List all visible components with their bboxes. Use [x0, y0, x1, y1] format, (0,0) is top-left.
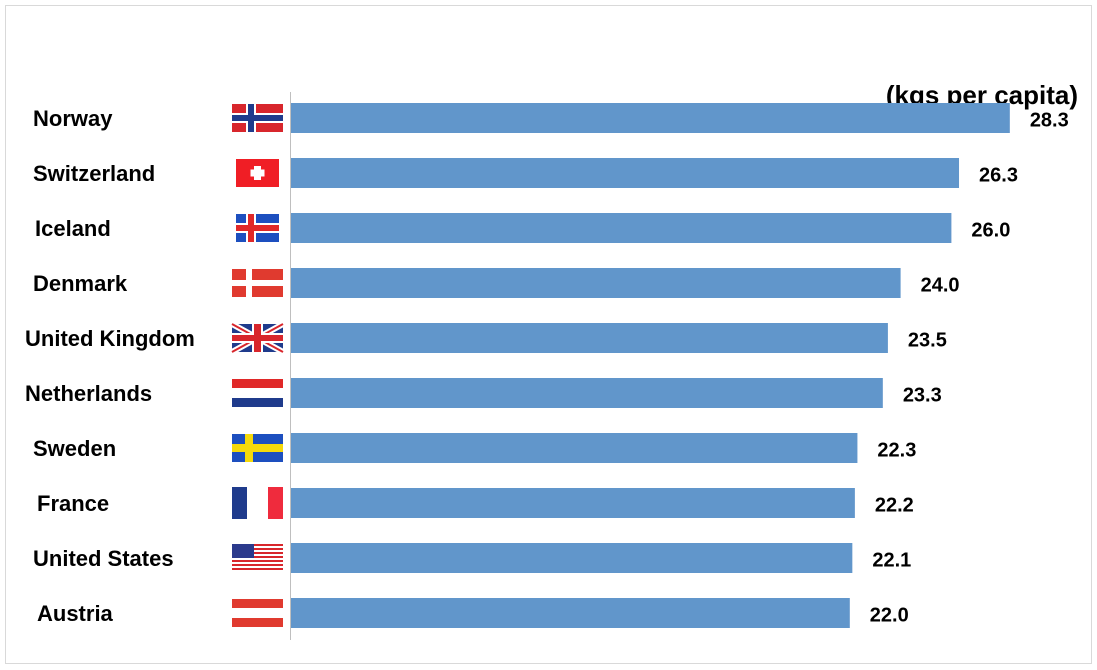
flag-part: [232, 618, 283, 627]
bar: [291, 213, 952, 243]
flag: [232, 544, 283, 570]
bar: [291, 543, 853, 573]
value-label: 22.1: [872, 549, 911, 571]
category-label: Iceland: [35, 216, 111, 241]
flag-part: [232, 115, 283, 121]
flag-part: [268, 487, 283, 519]
flag: [232, 379, 283, 407]
flag-part: [232, 544, 283, 546]
category-label: United Kingdom: [25, 326, 195, 351]
value-label: 26.3: [979, 164, 1018, 186]
bar: [291, 378, 883, 408]
value-label: 23.5: [908, 329, 947, 351]
flag-part: [232, 568, 283, 570]
category-label: Denmark: [33, 271, 128, 296]
value-label: 26.0: [971, 219, 1010, 241]
flag-part: [232, 560, 283, 562]
category-label: Norway: [33, 106, 113, 131]
value-label: 22.3: [877, 439, 916, 461]
flag-part: [232, 599, 283, 608]
flag-part: [232, 552, 283, 554]
flag: [236, 214, 279, 242]
category-label: Switzerland: [33, 161, 155, 186]
category-label: Sweden: [33, 436, 116, 461]
flag-part: [232, 556, 283, 558]
flag-part: [232, 548, 283, 550]
bar: [291, 598, 850, 628]
category-label: France: [37, 491, 109, 516]
flag-part: [232, 544, 254, 558]
flag-part: [250, 169, 265, 177]
flag: [232, 269, 283, 297]
value-label: 22.2: [875, 494, 914, 516]
category-label: Netherlands: [25, 381, 152, 406]
flag: [232, 599, 283, 627]
value-label: 24.0: [921, 274, 960, 296]
category-label: Austria: [37, 601, 114, 626]
flag-part: [232, 564, 283, 566]
flag-part: [232, 487, 247, 519]
value-label: 23.3: [903, 384, 942, 406]
bar: [291, 158, 960, 188]
flag-part: [232, 280, 283, 286]
bar: [291, 323, 888, 353]
bar: [291, 488, 855, 518]
value-label: 28.3: [1030, 109, 1069, 131]
flag-part: [232, 444, 283, 452]
flag: [232, 434, 283, 462]
flag-part: [236, 225, 279, 231]
flag: [230, 321, 285, 355]
flag-part: [232, 398, 283, 407]
bar: [291, 433, 858, 463]
flag: [236, 159, 279, 187]
flag: [232, 487, 283, 519]
bar: [291, 268, 901, 298]
flag-part: [232, 379, 283, 388]
bar: [291, 103, 1010, 133]
flag: [232, 104, 283, 132]
category-label: United States: [33, 546, 174, 571]
value-label: 22.0: [870, 604, 909, 626]
flag-part: [232, 335, 283, 341]
